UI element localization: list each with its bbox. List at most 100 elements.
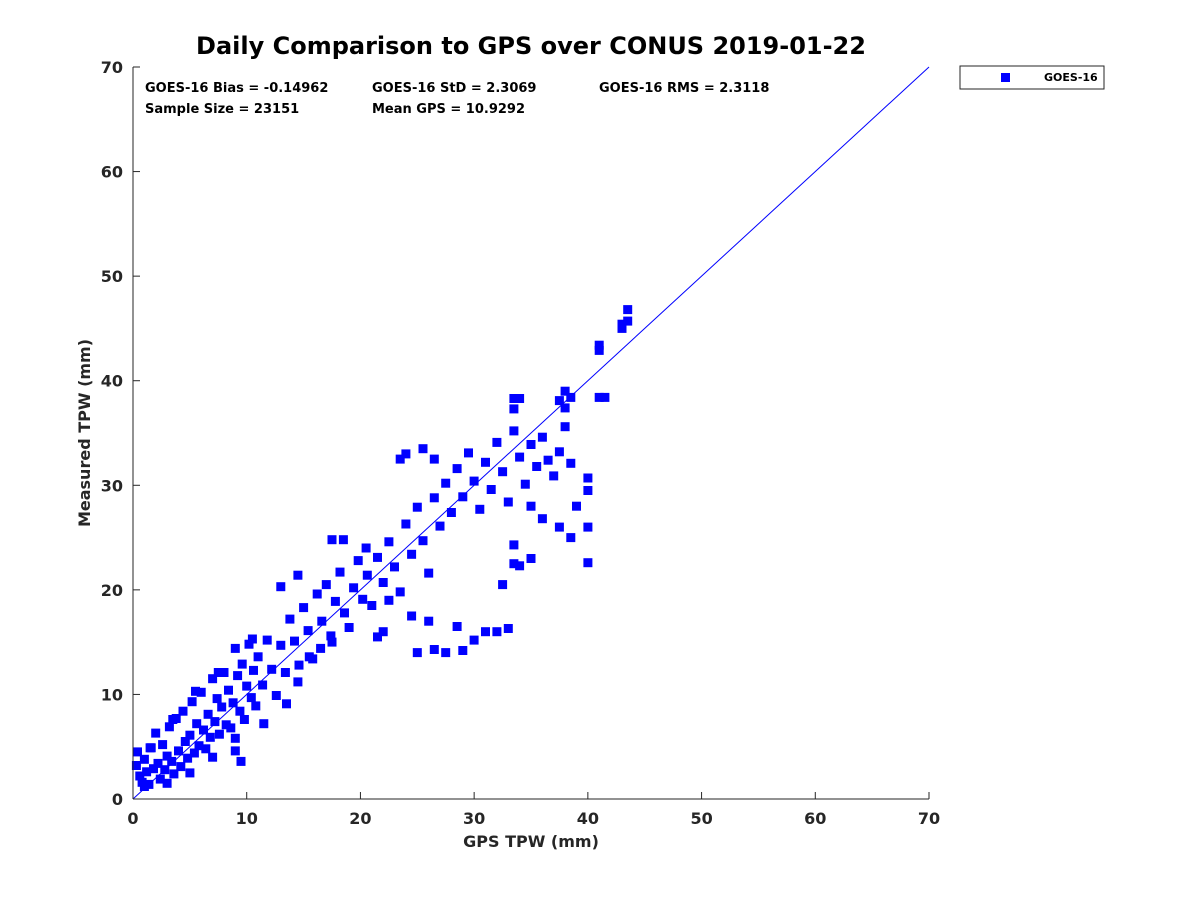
data-point: [441, 478, 451, 488]
data-point: [572, 501, 581, 511]
data-point: [327, 535, 337, 545]
data-point: [509, 559, 519, 569]
stat-bias: GOES-16 Bias = -0.14962: [145, 81, 328, 96]
data-point: [158, 740, 168, 750]
x-tick-label: 20: [349, 809, 371, 828]
data-point: [509, 540, 519, 550]
data-point: [180, 737, 190, 746]
data-point: [515, 452, 525, 462]
data-point: [259, 719, 269, 729]
axis-ticks: 0 10 20 30 40 50 60 70 0 10 20 30 40 50 60 70: [101, 58, 940, 828]
data-point: [237, 659, 247, 669]
data-point: [623, 305, 633, 315]
data-point: [230, 733, 240, 743]
data-point: [560, 386, 570, 396]
x-tick-label: 0: [127, 809, 138, 828]
data-point: [219, 668, 229, 677]
data-point: [208, 674, 218, 684]
data-point: [353, 556, 363, 566]
data-point: [178, 706, 188, 716]
data-point: [395, 587, 405, 597]
data-point: [276, 582, 286, 592]
data-point: [155, 774, 165, 784]
data-point: [566, 458, 576, 468]
data-point: [395, 454, 405, 464]
data-point: [169, 769, 179, 779]
data-point: [208, 752, 218, 762]
data-point: [317, 616, 327, 626]
data-point: [412, 502, 422, 512]
data-point: [600, 392, 610, 402]
legend-marker: [1001, 73, 1010, 82]
data-point: [435, 521, 445, 531]
y-tick-label: 70: [101, 58, 123, 77]
data-point: [503, 497, 513, 507]
data-point: [429, 454, 439, 464]
data-point: [210, 717, 220, 727]
data-point: [424, 616, 434, 626]
data-point: [475, 504, 485, 514]
one-to-one-line: [132, 66, 930, 800]
data-point: [203, 709, 213, 719]
data-point: [623, 316, 633, 326]
data-point: [509, 404, 519, 414]
stat-rms: GOES-16 RMS = 2.3118: [599, 81, 769, 96]
data-point: [135, 771, 145, 781]
data-point: [246, 693, 256, 703]
data-point: [294, 660, 304, 670]
x-tick-label: 70: [918, 809, 940, 828]
data-point: [299, 603, 309, 613]
data-point: [583, 473, 593, 483]
data-point: [242, 681, 252, 691]
x-tick-label: 40: [577, 809, 599, 828]
data-point: [338, 535, 348, 545]
data-point: [131, 761, 141, 770]
data-point: [228, 698, 238, 708]
data-point: [549, 471, 559, 481]
data-point: [594, 340, 604, 350]
data-point: [183, 753, 193, 763]
data-point: [583, 558, 593, 568]
data-point: [280, 668, 290, 677]
data-point: [537, 514, 547, 524]
data-point: [312, 589, 322, 599]
legend-label: GOES-16: [1044, 71, 1098, 84]
data-point: [267, 664, 277, 674]
data-point: [503, 624, 513, 633]
data-point: [221, 720, 231, 730]
data-point: [262, 635, 272, 645]
data-point: [617, 319, 627, 329]
data-point: [316, 643, 326, 653]
y-tick-label: 20: [101, 581, 123, 600]
legend-box: [959, 65, 1105, 90]
data-point: [358, 594, 368, 604]
stat-mean-gps: Mean GPS = 10.9292: [372, 102, 525, 117]
data-point: [168, 715, 178, 724]
data-point: [401, 449, 411, 459]
data-point: [139, 782, 149, 791]
y-tick-label: 0: [112, 790, 123, 809]
data-point: [304, 652, 314, 662]
data-point: [293, 677, 303, 687]
data-point: [194, 741, 204, 751]
data-point: [390, 562, 399, 572]
data-point: [176, 762, 186, 772]
data-point: [167, 756, 177, 766]
data-point: [249, 665, 258, 675]
data-point: [594, 392, 604, 402]
data-point: [236, 756, 246, 766]
data-point: [335, 567, 345, 577]
data-point: [233, 671, 243, 681]
data-point: [384, 537, 394, 547]
data-point: [349, 583, 359, 593]
data-point: [205, 732, 215, 742]
data-point: [142, 767, 152, 777]
data-point: [361, 543, 371, 553]
data-point: [481, 627, 490, 637]
data-point: [464, 448, 473, 458]
y-tick-label: 40: [101, 372, 123, 391]
data-point: [290, 636, 299, 646]
data-point: [526, 554, 536, 563]
data-point: [217, 702, 227, 712]
